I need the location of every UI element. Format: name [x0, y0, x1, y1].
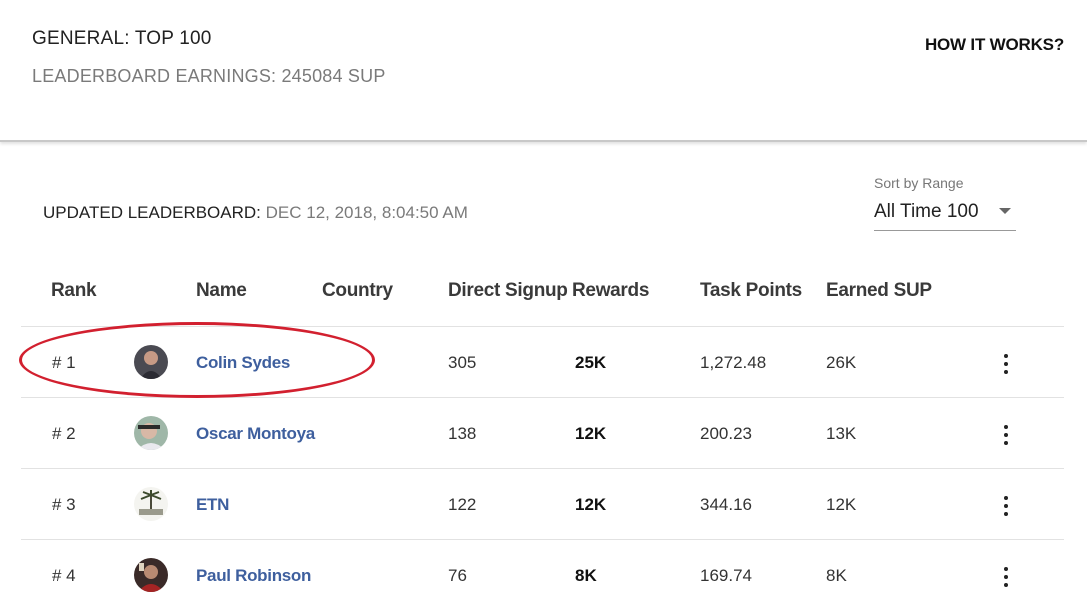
- avatar: [134, 487, 168, 521]
- updated-label: UPDATED LEADERBOARD:: [43, 203, 266, 222]
- avatar: [134, 345, 168, 379]
- rewards-cell: 25K: [575, 353, 607, 372]
- table-row: # 1 Colin Sydes 305 25K 1,272.48 26K: [21, 326, 1064, 398]
- rank-cell: # 2: [52, 424, 76, 443]
- avatar: [134, 558, 168, 592]
- user-name-link[interactable]: Oscar Montoya: [196, 424, 315, 443]
- rank-cell: # 3: [52, 495, 76, 514]
- how-it-works-link[interactable]: HOW IT WORKS?: [924, 35, 1064, 54]
- rewards-cell: 12K: [575, 495, 607, 514]
- user-name-link[interactable]: ETN: [196, 495, 230, 514]
- column-header-rewards: Rewards: [572, 280, 650, 301]
- rank-cell: # 1: [52, 353, 76, 372]
- top-header: GENERAL: TOP 100 LEADERBOARD EARNINGS: 2…: [0, 0, 1087, 142]
- more-options-icon[interactable]: [999, 423, 1013, 447]
- more-options-icon[interactable]: [999, 494, 1013, 518]
- updated-timestamp: DEC 12, 2018, 8:04:50 AM: [265, 203, 468, 222]
- earned-sup-cell: 13K: [826, 424, 857, 443]
- chevron-down-icon: [999, 208, 1011, 214]
- user-name-link[interactable]: Colin Sydes: [196, 353, 291, 372]
- direct-signup-cell: 122: [448, 495, 477, 514]
- rewards-cell: 12K: [575, 424, 607, 443]
- avatar: [134, 416, 168, 450]
- table-row: # 4 Paul Robinson 76 8K 169.74 8K: [21, 539, 1064, 611]
- user-name-link[interactable]: Paul Robinson: [196, 566, 312, 585]
- sort-range-select[interactable]: All Time 100: [874, 198, 1016, 231]
- task-points-cell: 1,272.48: [700, 353, 767, 372]
- task-points-cell: 169.74: [700, 566, 752, 585]
- direct-signup-cell: 76: [448, 566, 467, 585]
- column-header-name: Name: [196, 280, 247, 301]
- rank-cell: # 4: [52, 566, 76, 585]
- rewards-cell: 8K: [575, 566, 597, 585]
- table-row: # 3 ETN 122 12K 344.16 12K: [21, 468, 1064, 540]
- table-row: # 2 Oscar Montoya 138 12K 200.23 13K: [21, 397, 1064, 469]
- column-header-task-points: Task Points: [700, 280, 802, 301]
- more-options-icon[interactable]: [999, 352, 1013, 376]
- direct-signup-cell: 305: [448, 353, 477, 372]
- earned-sup-cell: 8K: [826, 566, 847, 585]
- column-header-rank: Rank: [51, 280, 97, 301]
- task-points-cell: 200.23: [700, 424, 752, 443]
- leaderboard-title: GENERAL: TOP 100: [32, 28, 212, 49]
- earned-sup-cell: 26K: [826, 353, 857, 372]
- column-header-earned-sup: Earned SUP: [826, 280, 932, 301]
- column-header-country: Country: [322, 280, 393, 301]
- leaderboard-earnings: LEADERBOARD EARNINGS: 245084 SUP: [32, 66, 386, 86]
- sort-range-label: Sort by Range: [874, 175, 964, 191]
- earned-sup-cell: 12K: [826, 495, 857, 514]
- task-points-cell: 344.16: [700, 495, 752, 514]
- more-options-icon[interactable]: [999, 565, 1013, 589]
- updated-leaderboard: UPDATED LEADERBOARD: DEC 12, 2018, 8:04:…: [43, 203, 468, 223]
- direct-signup-cell: 138: [448, 424, 477, 443]
- sort-range-value: All Time 100: [874, 201, 979, 222]
- column-header-direct-signup: Direct Signup: [448, 280, 568, 301]
